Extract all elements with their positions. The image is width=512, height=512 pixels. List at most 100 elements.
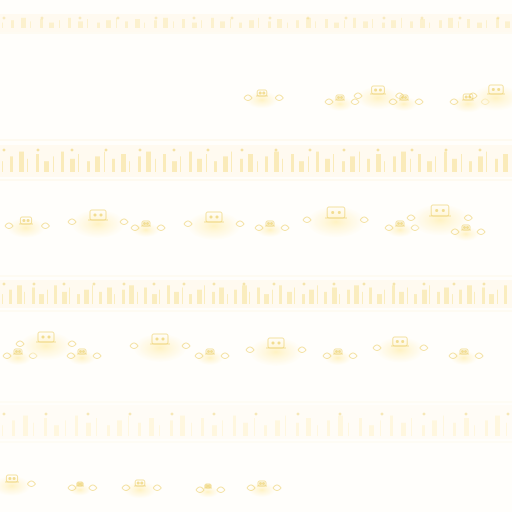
border-dot xyxy=(192,16,196,20)
motif-dot xyxy=(340,96,343,99)
border-glyph xyxy=(478,156,483,172)
border-glyph xyxy=(393,156,396,172)
border-glyph xyxy=(432,420,437,436)
border-glyph xyxy=(36,154,39,172)
border-glyph xyxy=(435,156,436,172)
motif-glow xyxy=(327,97,353,111)
motif-curl-left xyxy=(353,92,363,99)
border-glyph xyxy=(452,158,457,172)
ornament-motif xyxy=(15,331,77,360)
border-glyph xyxy=(258,17,259,28)
ornament-motif xyxy=(324,94,360,111)
motif-dot xyxy=(397,222,400,225)
border-dot xyxy=(478,148,482,152)
motif-dot xyxy=(8,477,12,480)
motif-curl-right xyxy=(348,352,358,359)
border-dot xyxy=(506,412,510,416)
motif-curl-right xyxy=(92,352,102,359)
motif-glow xyxy=(451,351,477,365)
border-glyph xyxy=(206,154,207,172)
border-glyph xyxy=(191,422,192,436)
border-glyph xyxy=(99,291,102,304)
border-glyph xyxy=(285,415,286,436)
border-dot xyxy=(482,282,486,286)
motif-dot xyxy=(207,484,211,488)
border-glyph xyxy=(2,425,3,436)
border-dot xyxy=(272,282,276,286)
motif-dot xyxy=(12,477,16,480)
motif-curl-left xyxy=(67,484,77,491)
border-glyph xyxy=(44,418,47,436)
motif-curl-right xyxy=(26,480,37,487)
border-glyph xyxy=(249,291,250,304)
motif-dot xyxy=(161,337,165,341)
border-glyph xyxy=(363,21,368,28)
border-glyph xyxy=(369,425,374,436)
border-glyph xyxy=(2,294,3,304)
border-glyph xyxy=(189,294,192,304)
border-glyph xyxy=(138,156,141,172)
motif-dot xyxy=(79,350,82,353)
border-glyph xyxy=(163,154,166,172)
border-glyph xyxy=(47,289,48,304)
motif-curl-left xyxy=(4,222,14,229)
border-glyph xyxy=(112,158,115,172)
motif-dot xyxy=(497,88,501,91)
border-glyph xyxy=(401,422,406,436)
border-dot xyxy=(212,412,216,416)
motif-glow xyxy=(307,206,365,238)
border-glyph xyxy=(495,158,498,172)
border-dot xyxy=(380,412,384,416)
motif-dot xyxy=(26,219,30,222)
motif-glow xyxy=(69,351,95,365)
motif-glow xyxy=(5,351,31,365)
border-glyph xyxy=(376,154,381,172)
border-glyph xyxy=(129,161,130,172)
border-dot xyxy=(268,16,272,20)
motif-dot xyxy=(400,222,403,225)
motif-dot xyxy=(335,350,338,353)
motif-dot xyxy=(464,350,467,353)
motif-glow xyxy=(133,223,159,237)
border-glyph xyxy=(163,17,168,28)
motif-curl-left xyxy=(254,224,264,231)
border-glyph xyxy=(107,425,110,436)
motif-dot xyxy=(466,226,469,229)
border-glyph xyxy=(469,161,472,172)
ornament-motif xyxy=(195,483,226,498)
border-glyph xyxy=(137,291,138,304)
border-glyph xyxy=(220,21,225,28)
border-glyph xyxy=(219,287,224,304)
border-glyph xyxy=(467,19,470,28)
ornament-motif xyxy=(4,216,51,238)
border-glyph xyxy=(138,422,141,436)
motif-curl-left xyxy=(384,224,394,231)
border-glyph xyxy=(78,21,83,28)
border-glyph xyxy=(87,161,90,172)
border-glyph xyxy=(348,422,349,436)
border-glyph xyxy=(97,22,100,28)
border-glyph xyxy=(299,161,304,172)
motif-dot xyxy=(215,215,219,219)
ornament-motif xyxy=(372,336,429,363)
border-glyph xyxy=(353,17,356,28)
border-glyph xyxy=(477,22,482,28)
border-dot xyxy=(182,282,186,286)
border-glyph xyxy=(503,154,508,172)
border-glyph xyxy=(152,294,157,304)
border-glyph xyxy=(12,420,15,436)
border-glyph xyxy=(334,22,339,28)
border-dot xyxy=(338,412,342,416)
border-glyph xyxy=(382,22,385,28)
motif-glow xyxy=(376,337,424,363)
motif-curl-left xyxy=(183,220,193,227)
border-glyph xyxy=(180,415,185,436)
border-glyph xyxy=(107,287,112,304)
border-glyph xyxy=(350,156,355,172)
border-glyph xyxy=(234,289,237,304)
border-glyph xyxy=(296,422,299,436)
border-dot xyxy=(70,148,74,152)
border-glyph xyxy=(362,291,363,304)
border-glyph xyxy=(489,294,494,304)
border-glyph xyxy=(70,158,75,172)
